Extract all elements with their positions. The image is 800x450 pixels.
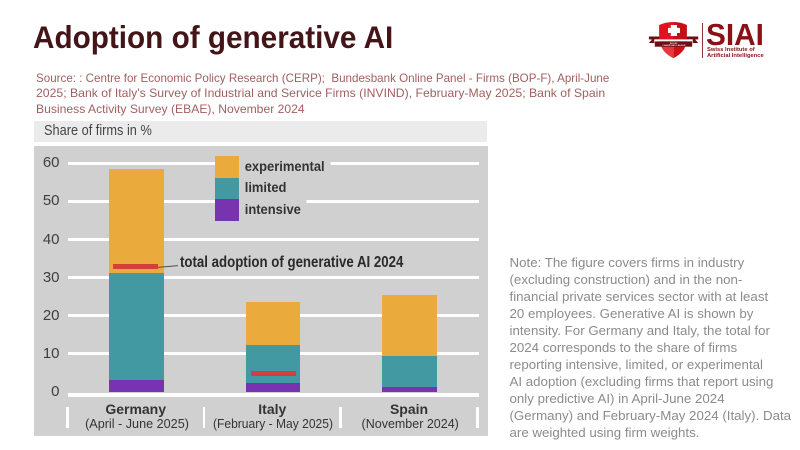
svg-text:CHAMPIONS LEAGUE: CHAMPIONS LEAGUE xyxy=(662,44,686,47)
svg-text:SEOUL: SEOUL xyxy=(670,43,679,45)
